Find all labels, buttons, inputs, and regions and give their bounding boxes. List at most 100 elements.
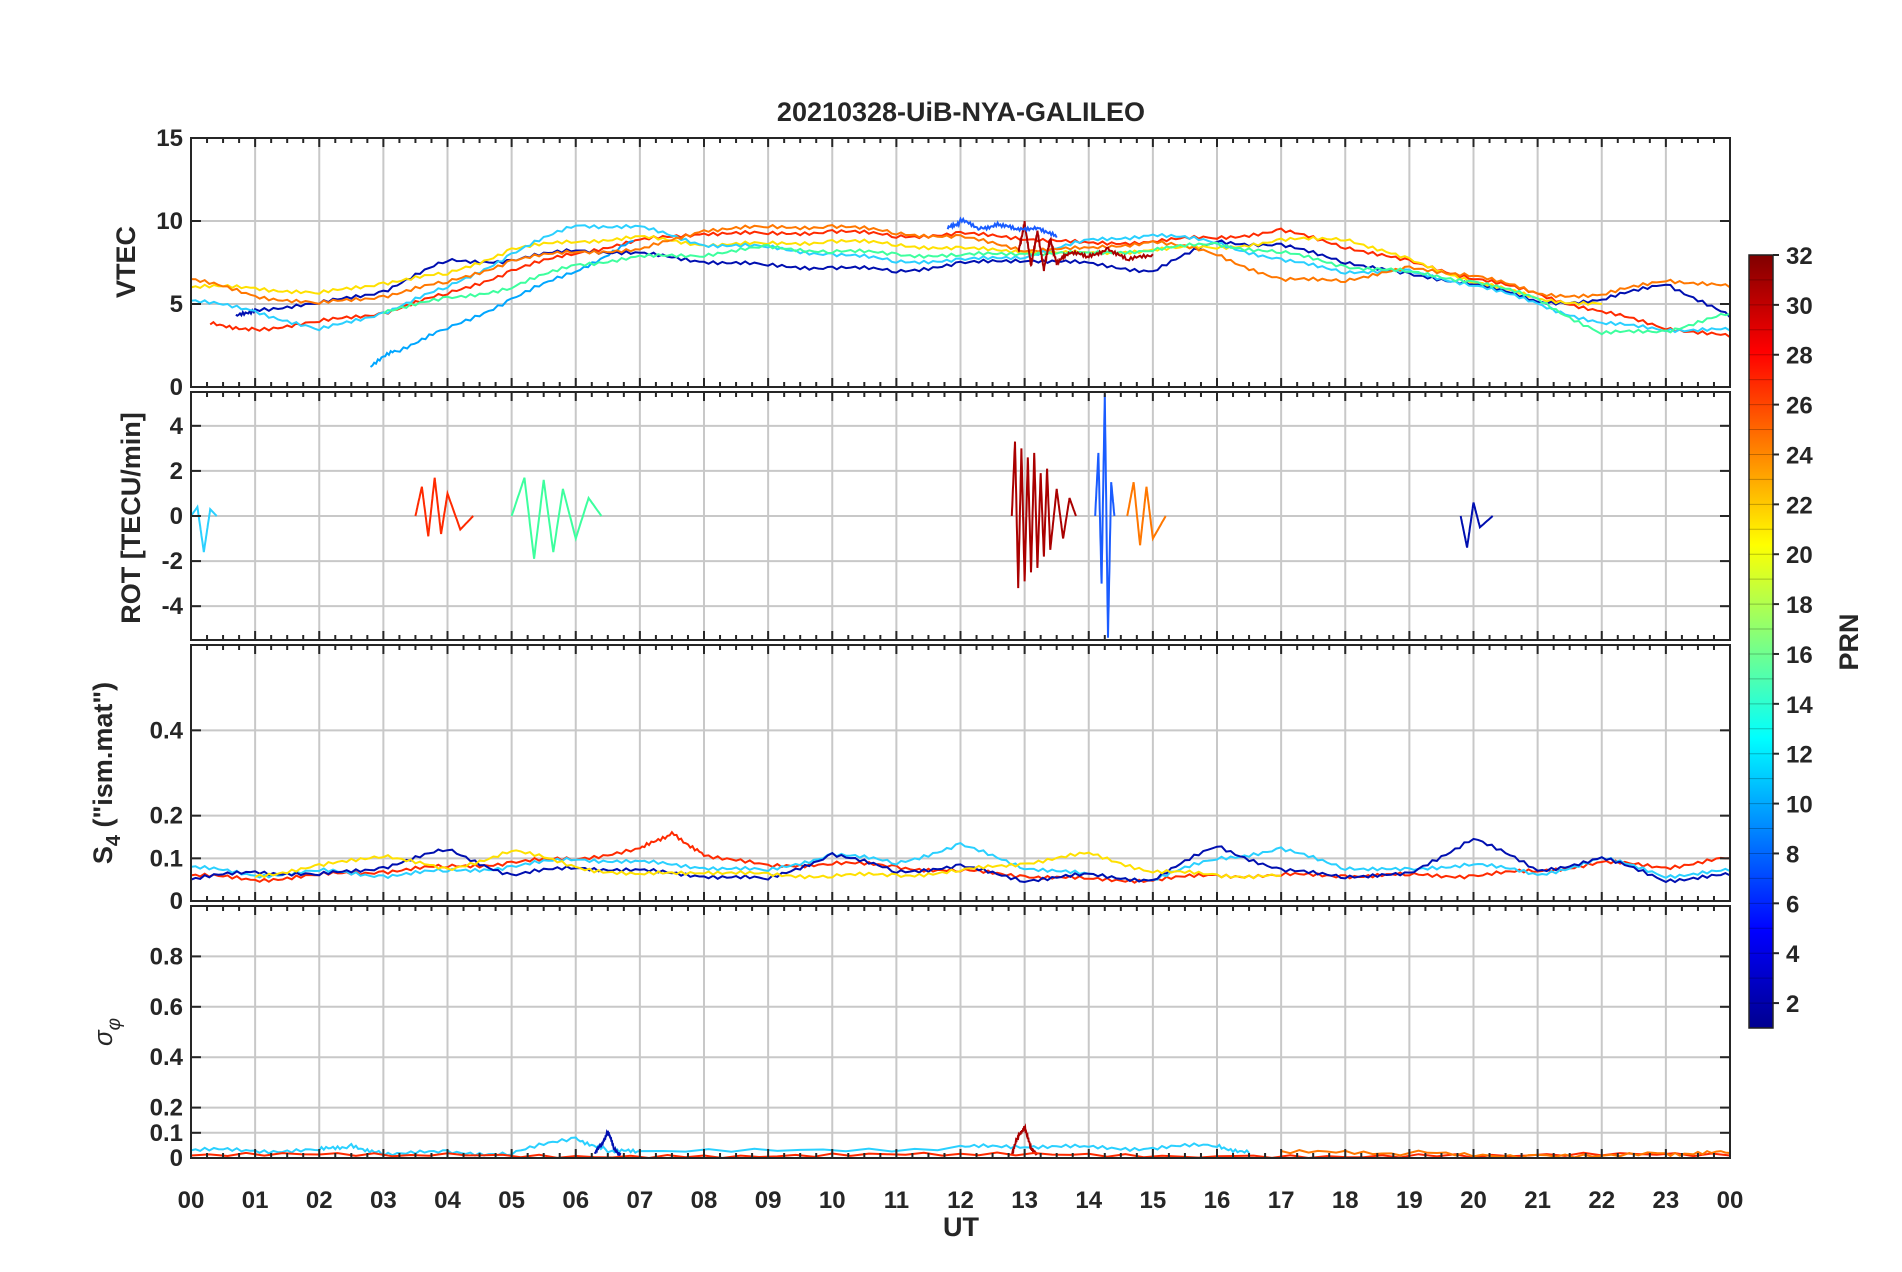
y-tick-label: 4 xyxy=(170,413,184,440)
x-tick-label: 00 xyxy=(178,1187,205,1214)
sigma-frame xyxy=(190,905,1731,1159)
x-tick-label: 15 xyxy=(1140,1187,1167,1214)
x-axis-label: UT xyxy=(943,1212,979,1242)
vtec-frame xyxy=(190,137,1731,388)
colorbar-tick-label: 32 xyxy=(1786,243,1813,270)
y-tick-label: 10 xyxy=(156,208,183,235)
vtec-series-line xyxy=(190,223,1731,334)
x-tick-label: 01 xyxy=(242,1187,269,1214)
y-tick-label: 0.6 xyxy=(150,994,183,1021)
x-tick-label: 00 xyxy=(1717,1187,1744,1214)
x-tick-label: 13 xyxy=(1011,1187,1038,1214)
colorbar-tick-label: 22 xyxy=(1786,492,1813,519)
colorbar-tick-label: 26 xyxy=(1786,393,1813,420)
y-tick-label: 0.1 xyxy=(150,1120,183,1147)
x-tick-label: 17 xyxy=(1268,1187,1295,1214)
colorbar-tick-label: 12 xyxy=(1786,742,1813,769)
s4-grid xyxy=(191,645,1730,901)
y-tick-label: 2 xyxy=(170,458,183,485)
vtec-series-line xyxy=(369,239,634,368)
y-tick-label: 0.4 xyxy=(150,1044,184,1071)
sigma-ticks: 00.10.2 0.4 0.6 0.8 xyxy=(150,906,1731,1172)
s4-lines xyxy=(190,830,1731,884)
x-tick-label: 14 xyxy=(1075,1187,1102,1214)
sigma-series-line xyxy=(594,1129,622,1159)
rot-series-line xyxy=(190,504,218,553)
x-tick-label: 10 xyxy=(819,1187,846,1214)
colorbar-tick-label: 14 xyxy=(1786,692,1813,719)
y-tick-label: 0 xyxy=(170,374,183,401)
vtec-series-line xyxy=(946,216,1058,239)
vtec-series-line xyxy=(235,239,1731,318)
rot-frame xyxy=(190,391,1731,641)
x-tick-label: 18 xyxy=(1332,1187,1359,1214)
panel-s4: 0 0.1 0.2 0.4 S4 ("ism.mat") xyxy=(88,644,1731,915)
colorbar-label: PRN xyxy=(1834,613,1864,670)
y-tick-label: 0 xyxy=(170,1145,183,1172)
vtec-series-line xyxy=(190,234,1602,306)
panel-rot: -4 -2 0 2 4 ROT [TECU/min] xyxy=(116,391,1731,641)
colorbar-tick-label: 10 xyxy=(1786,792,1813,819)
colorbar-tick-label: 8 xyxy=(1786,841,1799,868)
colorbar-tick-label: 6 xyxy=(1786,891,1799,918)
colorbar-tick-label: 20 xyxy=(1786,542,1813,569)
x-tick-label: 23 xyxy=(1653,1187,1680,1214)
x-tick-label: 08 xyxy=(691,1187,718,1214)
y-tick-label: 0 xyxy=(170,888,183,915)
y-tick-label: 5 xyxy=(170,291,183,318)
colorbar-tick-label: 18 xyxy=(1786,592,1813,619)
rot-series-line xyxy=(1010,441,1077,589)
s4-series-line xyxy=(190,842,1731,883)
x-tick-label: 06 xyxy=(562,1187,589,1214)
sigma-series-line xyxy=(1010,1123,1039,1156)
vtec-ylabel: VTEC xyxy=(111,226,141,298)
rot-series-line xyxy=(1126,482,1167,546)
s4-series-line xyxy=(190,837,1731,884)
y-tick-label: 0.4 xyxy=(150,717,184,744)
panel-sigma: 00.10.2 0.4 0.6 0.8 σφ xyxy=(88,905,1731,1172)
sigma-grid xyxy=(191,906,1730,1158)
y-tick-label: -4 xyxy=(162,593,184,620)
y-tick-label: 0.1 xyxy=(150,845,183,872)
x-tick-label: 19 xyxy=(1396,1187,1423,1214)
colorbar-tick-label: 4 xyxy=(1786,941,1800,968)
sigma-series-line xyxy=(190,1136,1250,1158)
x-tick-label: 22 xyxy=(1588,1187,1615,1214)
x-tick-label: 16 xyxy=(1204,1187,1231,1214)
colorbar-tick-label: 24 xyxy=(1786,442,1813,469)
s4-series-line xyxy=(254,849,1282,880)
x-axis: 00 01 02 03 04 05 06 07 08 09 10 11 12 13 14 15 16 17 18 19… xyxy=(178,1187,1744,1214)
y-tick-label: -2 xyxy=(162,548,183,575)
colorbar-tick-label: 30 xyxy=(1786,293,1813,320)
sigma-ylabel: σφ xyxy=(88,1018,125,1046)
x-tick-label: 07 xyxy=(627,1187,654,1214)
vtec-lines xyxy=(190,216,1731,368)
x-tick-label: 09 xyxy=(755,1187,782,1214)
colorbar-tick-label: 2 xyxy=(1786,991,1799,1018)
x-tick-label: 04 xyxy=(434,1187,461,1214)
colorbar-tick-label: 16 xyxy=(1786,642,1813,669)
chart-title: 20210328-UiB-NYA-GALILEO xyxy=(777,97,1145,127)
vtec-series-line xyxy=(190,223,1731,305)
s4-ylabel: S4 ("ism.mat") xyxy=(88,682,125,864)
vtec-series-line xyxy=(209,227,1731,339)
y-tick-label: 0 xyxy=(170,503,183,530)
rot-series-line xyxy=(414,477,474,537)
colorbar-gradient xyxy=(1748,254,1774,1029)
vtec-ticks: 0 5 10 15 xyxy=(156,125,1731,401)
s4-frame xyxy=(190,644,1731,902)
x-tick-label: 03 xyxy=(370,1187,397,1214)
panel-vtec: 0 5 10 15 VTEC xyxy=(111,125,1731,401)
y-tick-label: 0.2 xyxy=(150,1095,183,1122)
x-tick-label: 12 xyxy=(947,1187,974,1214)
rot-series-line xyxy=(510,477,603,559)
vtec-series-line xyxy=(382,241,1731,336)
y-tick-label: 0.8 xyxy=(150,943,183,970)
x-tick-label: 02 xyxy=(306,1187,333,1214)
vtec-series-line xyxy=(1017,220,1154,272)
x-tick-label: 21 xyxy=(1524,1187,1551,1214)
x-tick-label: 20 xyxy=(1460,1187,1487,1214)
